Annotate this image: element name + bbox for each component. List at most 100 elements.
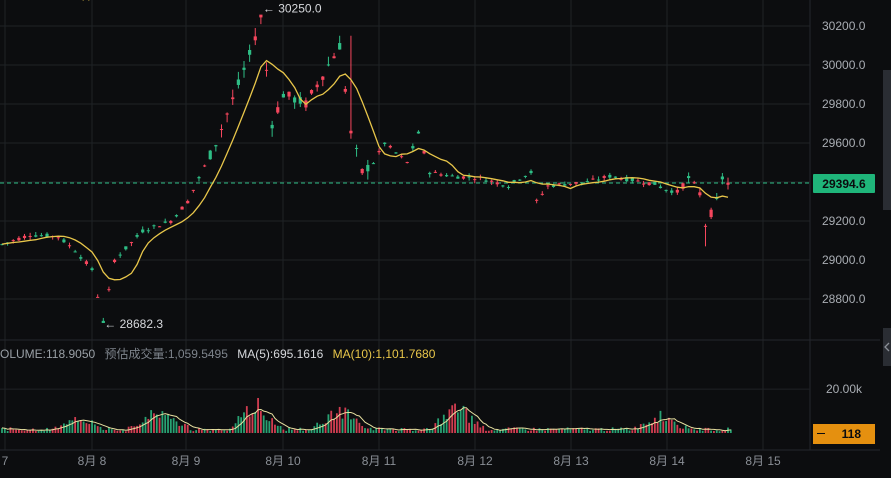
- volume-bar: [91, 420, 93, 433]
- volume-bar: [563, 429, 566, 433]
- volume-bar: [282, 429, 285, 433]
- volume-bar: [380, 428, 383, 433]
- volume-bar: [350, 419, 352, 433]
- candle-body: [112, 259, 117, 263]
- volume-bar: [431, 428, 434, 433]
- volume-bar: [20, 430, 23, 433]
- volume-bar: [319, 424, 321, 433]
- volume-bar: [423, 428, 425, 433]
- candle-body: [315, 84, 319, 88]
- volume-bar: [724, 430, 727, 433]
- volume-bar: [538, 428, 541, 433]
- volume-bar: [622, 429, 625, 433]
- candle-body: [259, 14, 263, 18]
- candle-body: [219, 129, 224, 131]
- high-annotation: ← 30250.0: [263, 1, 322, 15]
- volume-bar: [566, 427, 569, 433]
- candle-body: [360, 169, 364, 174]
- candle-body: [293, 97, 297, 103]
- candle-body: [242, 67, 246, 70]
- volume-bar: [40, 429, 43, 433]
- volume-bar: [682, 428, 684, 433]
- low-annotation: ← 28682.3: [104, 317, 163, 331]
- candle-body: [191, 189, 195, 191]
- volume-bar: [518, 428, 521, 433]
- volume-bar: [355, 418, 358, 433]
- current-volume-label: 118: [813, 424, 875, 444]
- volume-bar: [226, 430, 229, 433]
- candle-body: [450, 175, 454, 177]
- volume-bar: [586, 428, 589, 433]
- volume-bar: [594, 428, 597, 433]
- candle-body: [670, 190, 674, 193]
- candle-body: [22, 235, 27, 239]
- collapse-panel-button[interactable]: [883, 328, 891, 366]
- volume-bar: [310, 429, 313, 433]
- volume-bar: [479, 427, 482, 433]
- candle-body: [568, 183, 573, 185]
- candle-body: [580, 182, 584, 184]
- volume-bar: [74, 417, 77, 433]
- candle-body: [174, 215, 179, 217]
- volume-bar: [400, 428, 403, 433]
- volume-bar: [392, 429, 395, 433]
- volume-bar: [85, 423, 88, 433]
- candle-body: [596, 179, 601, 181]
- candle-body: [28, 236, 32, 238]
- candle-body: [523, 175, 527, 177]
- candle-body: [506, 186, 511, 188]
- candle-body: [720, 176, 724, 180]
- price-tick-label: 30000.0: [822, 58, 866, 72]
- candle-body: [641, 183, 646, 185]
- candle-body: [557, 183, 561, 185]
- candle-body: [709, 209, 713, 218]
- volume-bar: [620, 427, 622, 433]
- candle-body: [152, 225, 156, 227]
- candle-body: [163, 221, 167, 223]
- volume-bar: [141, 422, 144, 433]
- price-tick-label: 29800.0: [822, 97, 866, 111]
- volume-bar: [189, 430, 192, 433]
- volume-bar: [510, 428, 513, 433]
- volume-bar: [445, 419, 448, 433]
- volume-bar: [23, 430, 26, 433]
- volume-bar: [96, 426, 99, 433]
- volume-bar: [229, 428, 231, 433]
- candle-body: [203, 165, 207, 167]
- legend-ma10: MA(10):1,101.7680: [332, 347, 436, 361]
- volume-bar: [541, 429, 544, 433]
- candle-body: [658, 186, 663, 189]
- volume-bar: [693, 429, 696, 433]
- candle-body: [416, 131, 421, 134]
- candle-body: [428, 172, 432, 175]
- candle-body: [197, 177, 201, 179]
- candle-body: [630, 178, 634, 182]
- right-scroll-handle[interactable]: [883, 70, 891, 210]
- volume-bar: [606, 430, 608, 433]
- candle-body: [34, 235, 38, 237]
- volume-bar: [490, 430, 493, 433]
- candle-body: [225, 113, 229, 115]
- volume-bar: [63, 423, 65, 433]
- candle-body: [253, 36, 257, 41]
- volume-bar: [521, 428, 524, 433]
- volume-bars: [1, 397, 732, 433]
- volume-bar: [701, 430, 704, 433]
- volume-bar: [46, 427, 48, 433]
- volume-bar: [93, 424, 96, 433]
- candle-body: [45, 233, 49, 238]
- volume-bar: [341, 418, 344, 433]
- volume-bar: [690, 428, 693, 433]
- candle-body: [445, 175, 449, 177]
- time-label: 8月 10: [265, 454, 301, 468]
- volume-bar: [307, 430, 310, 433]
- volume-bar: [668, 417, 670, 433]
- candle-body: [135, 235, 139, 237]
- volume-bar: [414, 430, 417, 433]
- candle-body: [405, 162, 409, 164]
- volume-bar: [589, 430, 592, 433]
- legend-volume: OLUME:118.9050: [0, 347, 96, 361]
- candle-body: [67, 245, 72, 247]
